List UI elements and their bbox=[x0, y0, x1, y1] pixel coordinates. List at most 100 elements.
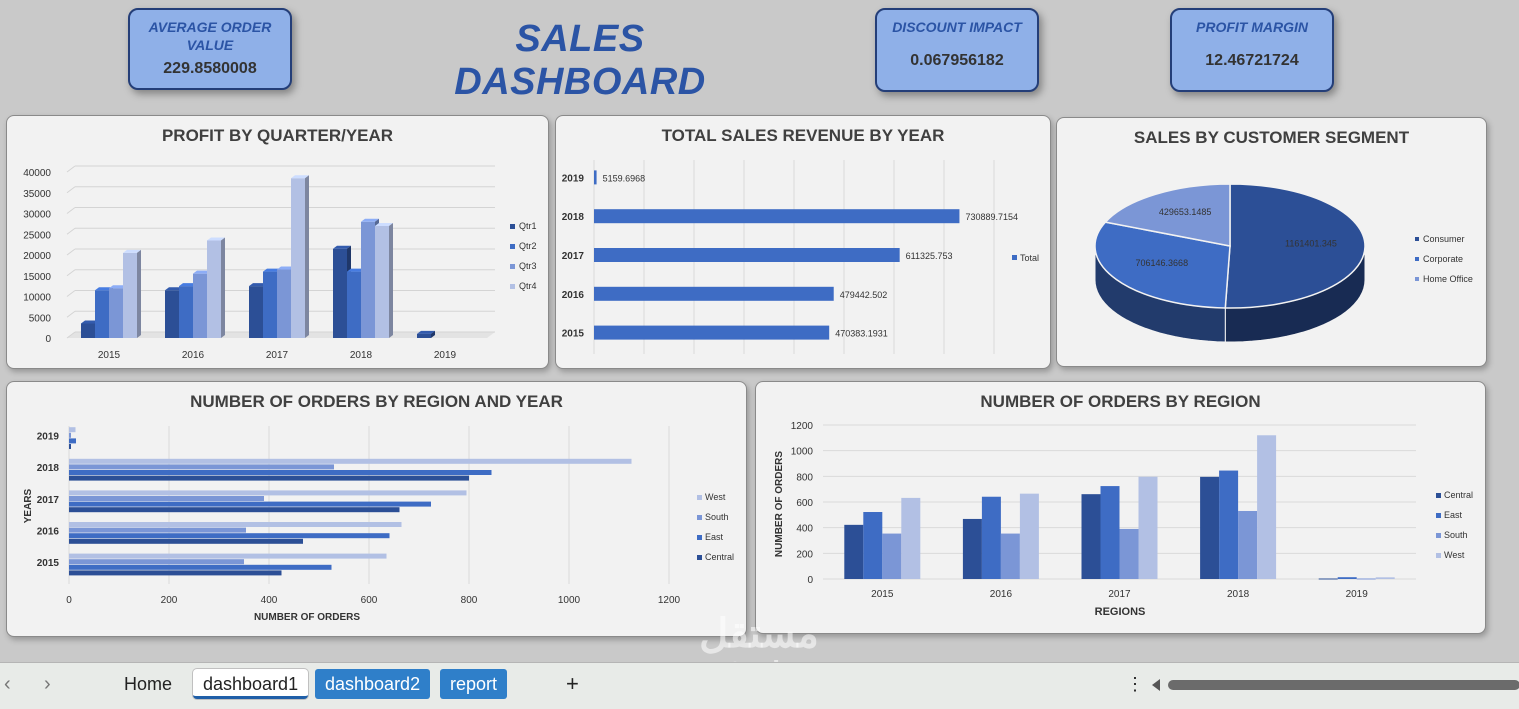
bar-East-2019 bbox=[69, 438, 76, 444]
add-sheet-button[interactable]: + bbox=[566, 671, 579, 696]
bar-East-2019 bbox=[1337, 577, 1357, 579]
segment-chart-panel[interactable]: SALES BY CUSTOMER SEGMENT 1161401.345 706… bbox=[1056, 117, 1487, 367]
orders-region-panel[interactable]: NUMBER OF ORDERS BY REGION 1200 1000 800 60… bbox=[755, 381, 1486, 634]
y-tick-label: 5000 bbox=[29, 313, 52, 324]
bar-Qtr4-2017 bbox=[291, 178, 305, 338]
bar-Qtr3-2017 bbox=[277, 269, 291, 338]
legend-label: Total bbox=[1020, 253, 1039, 263]
bar-Qtr4-2015 bbox=[123, 252, 137, 338]
legend-swatch bbox=[510, 264, 515, 269]
pie-slice-Consumer bbox=[1224, 183, 1366, 309]
bar-2015 bbox=[594, 325, 830, 340]
x-tick-label: 400 bbox=[261, 595, 278, 606]
y-tick-label: 2016 bbox=[562, 290, 585, 301]
x-tick-label: 200 bbox=[161, 595, 178, 606]
y-tick-label: 2018 bbox=[37, 463, 60, 474]
x-tick-label: 2016 bbox=[182, 350, 205, 361]
y-tick-label: 2017 bbox=[37, 495, 60, 506]
x-tick-label: 2018 bbox=[350, 350, 373, 361]
chart-title: NUMBER OF ORDERS BY REGION bbox=[980, 392, 1261, 411]
bar-Central-2018 bbox=[1200, 476, 1220, 579]
bar-Qtr1-2017 bbox=[249, 286, 263, 338]
bar-West-2015 bbox=[69, 553, 387, 559]
tab-dashboard2[interactable]: dashboard2 bbox=[315, 669, 431, 699]
tab-home[interactable]: Home bbox=[124, 674, 173, 694]
page-title: SALES DASHBOARD bbox=[454, 18, 706, 103]
x-axis-title: NUMBER OF ORDERS bbox=[254, 612, 360, 623]
x-tick-label: 2019 bbox=[1346, 589, 1369, 600]
chart-title: SALES BY CUSTOMER SEGMENT bbox=[1133, 128, 1410, 147]
legend-label: East bbox=[705, 532, 724, 542]
data-label: 429653.1485 bbox=[1159, 207, 1212, 217]
legend-label: Central bbox=[1444, 490, 1473, 500]
bar-East-2018 bbox=[1219, 470, 1239, 579]
y-tick-label: 200 bbox=[796, 549, 813, 560]
segment-chart: 1161401.345 706146.3668 429653.1485 Consume… bbox=[1094, 183, 1473, 343]
bar-Central-2017 bbox=[1081, 494, 1101, 579]
scrollbar-thumb[interactable] bbox=[1168, 680, 1519, 690]
bar-South-2018 bbox=[69, 464, 334, 470]
gridline bbox=[66, 290, 76, 297]
data-label: 5159.6968 bbox=[603, 173, 646, 183]
data-label: 470383.1931 bbox=[835, 329, 888, 339]
prev-sheet-icon[interactable]: ‹ bbox=[4, 673, 11, 695]
bar-Qtr2-2016 bbox=[179, 286, 193, 338]
kpi-label: DISCOUNT IMPACT bbox=[892, 19, 1022, 35]
more-options-icon[interactable]: ⋮ bbox=[1126, 674, 1144, 694]
chart-title: PROFIT BY QUARTER/YEAR bbox=[161, 126, 394, 145]
bar-Qtr4-2018 bbox=[375, 225, 389, 338]
bar-Central-2016 bbox=[962, 518, 982, 579]
kpi-discount-impact: DISCOUNT IMPACT 0.067956182 bbox=[875, 8, 1039, 92]
y-tick-label: 2015 bbox=[562, 329, 585, 340]
gridline bbox=[66, 207, 76, 214]
pie-slice-Corporate bbox=[1094, 221, 1231, 309]
bar-Central-2015 bbox=[844, 524, 864, 579]
pie-slice-Home Office bbox=[1103, 183, 1231, 247]
bar-top bbox=[347, 268, 365, 272]
legend-label: East bbox=[1444, 510, 1463, 520]
legend-swatch bbox=[1436, 553, 1441, 558]
kpi-label: PROFIT MARGIN bbox=[1196, 19, 1308, 35]
bar-top bbox=[249, 283, 267, 287]
legend-label: Qtr2 bbox=[519, 241, 537, 251]
legend-label: Qtr4 bbox=[519, 281, 537, 291]
next-sheet-icon[interactable]: › bbox=[44, 673, 51, 695]
y-tick-label: 35000 bbox=[23, 189, 51, 200]
bar-East-2016 bbox=[981, 496, 1001, 579]
revenue-chart-panel[interactable]: TOTAL SALES REVENUE BY YEAR 2019 5159.696… bbox=[555, 115, 1051, 369]
bar-Qtr4-2016 bbox=[207, 240, 221, 338]
bar-2016 bbox=[594, 286, 834, 301]
legend-label: Qtr1 bbox=[519, 221, 537, 231]
bar-Central-2019 bbox=[1318, 578, 1338, 580]
bar-Central-2016 bbox=[69, 538, 303, 544]
data-label: 730889.7154 bbox=[965, 212, 1018, 222]
bar-top bbox=[361, 218, 379, 222]
bar-side bbox=[389, 222, 393, 338]
bar-side bbox=[221, 237, 225, 338]
tab-report[interactable]: report bbox=[440, 669, 508, 699]
bar-top bbox=[193, 270, 211, 274]
legend-swatch bbox=[510, 284, 515, 289]
orders-region-year-panel[interactable]: NUMBER OF ORDERS BY REGION AND YEAR 0 200… bbox=[6, 381, 747, 637]
profit-chart-panel[interactable]: PROFIT BY QUARTER/YEAR 40000 35000 30000 25… bbox=[6, 115, 549, 369]
kpi-label: AVERAGE ORDER VALUE bbox=[148, 19, 272, 53]
bar-top bbox=[375, 222, 393, 226]
horizontal-scrollbar[interactable] bbox=[1150, 677, 1519, 693]
legend-swatch bbox=[1436, 513, 1441, 518]
y-tick-label: 2018 bbox=[562, 212, 585, 223]
bar-top bbox=[417, 330, 435, 334]
x-tick-label: 0 bbox=[66, 595, 72, 606]
x-tick-label: 600 bbox=[361, 595, 378, 606]
bar-Qtr3-2015 bbox=[109, 288, 123, 338]
legend-swatch bbox=[697, 515, 702, 520]
bar-West-2018 bbox=[1257, 435, 1277, 579]
legend-swatch bbox=[697, 555, 702, 560]
bar-East-2015 bbox=[863, 512, 883, 579]
y-tick-label: 10000 bbox=[23, 293, 51, 304]
bar-West-2019 bbox=[69, 427, 76, 433]
gridline bbox=[66, 165, 76, 173]
scroll-left-icon[interactable] bbox=[1152, 679, 1160, 691]
tab-dashboard1[interactable]: dashboard1 bbox=[193, 669, 309, 699]
bar-top bbox=[81, 320, 99, 324]
legend-label: South bbox=[1444, 530, 1468, 540]
